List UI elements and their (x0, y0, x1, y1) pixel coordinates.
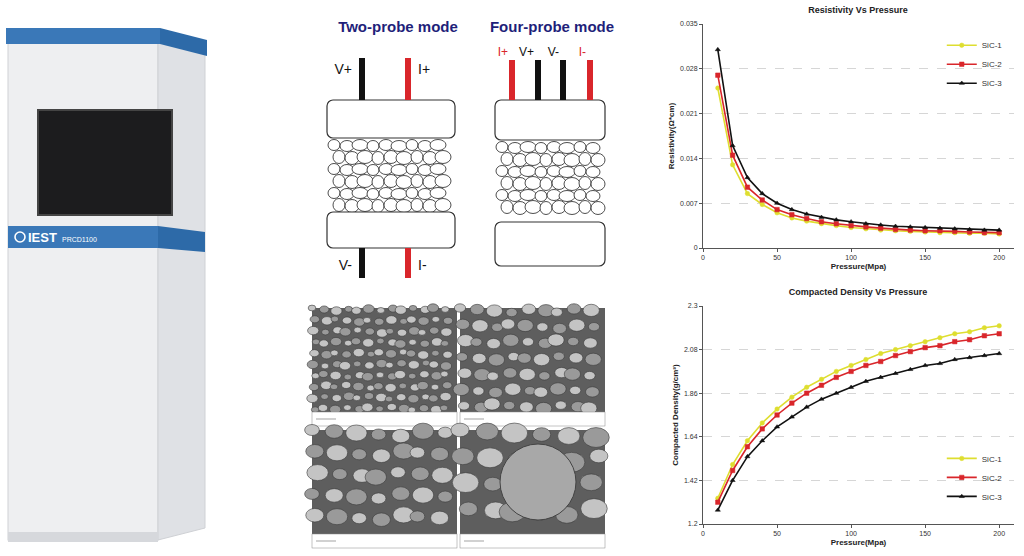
svg-text:50: 50 (773, 530, 781, 537)
svg-text:SiC-1: SiC-1 (982, 455, 1003, 464)
svg-text:1.2: 1.2 (688, 520, 698, 527)
svg-text:Resistivity Vs Pressure: Resistivity Vs Pressure (808, 5, 908, 15)
svg-text:0: 0 (701, 254, 705, 261)
svg-text:0.035: 0.035 (680, 20, 698, 27)
svg-text:1.86: 1.86 (684, 390, 698, 397)
svg-text:Pressure(Mpa): Pressure(Mpa) (831, 538, 887, 547)
svg-text:Four-probe mode: Four-probe mode (490, 18, 614, 35)
svg-text:200: 200 (993, 254, 1005, 261)
svg-text:IEST: IEST (28, 230, 57, 245)
svg-text:SiC-2: SiC-2 (982, 60, 1003, 69)
svg-text:0: 0 (694, 244, 698, 251)
svg-text:SiC-3: SiC-3 (982, 493, 1003, 502)
svg-text:Pressure(Mpa): Pressure(Mpa) (831, 262, 887, 271)
svg-text:I-: I- (418, 257, 427, 273)
svg-text:50: 50 (773, 254, 781, 261)
svg-text:0.028: 0.028 (680, 65, 698, 72)
svg-text:0.014: 0.014 (680, 155, 698, 162)
svg-text:Compacted Density Vs Pressure: Compacted Density Vs Pressure (789, 287, 928, 297)
svg-text:I+: I+ (498, 45, 508, 59)
svg-text:0: 0 (701, 530, 705, 537)
svg-text:V+: V+ (334, 61, 352, 77)
svg-text:150: 150 (919, 530, 931, 537)
svg-text:V+: V+ (519, 45, 534, 59)
svg-text:Resistivity(Ω*cm): Resistivity(Ω*cm) (667, 102, 676, 169)
svg-text:SiC-1: SiC-1 (982, 41, 1003, 50)
svg-text:100: 100 (845, 254, 857, 261)
svg-text:200: 200 (993, 530, 1005, 537)
svg-text:SiC-3: SiC-3 (982, 79, 1003, 88)
svg-text:PRCD1100: PRCD1100 (62, 236, 97, 243)
svg-text:I+: I+ (418, 61, 430, 77)
svg-text:V-: V- (548, 45, 559, 59)
svg-text:0.021: 0.021 (680, 110, 698, 117)
svg-text:1.42: 1.42 (684, 477, 698, 484)
svg-text:V-: V- (339, 257, 353, 273)
svg-text:SiC-2: SiC-2 (982, 474, 1003, 483)
svg-text:Compacted Density(g/cm³): Compacted Density(g/cm³) (671, 364, 680, 466)
svg-text:2.08: 2.08 (684, 346, 698, 353)
svg-text:150: 150 (919, 254, 931, 261)
svg-text:Two-probe mode: Two-probe mode (338, 18, 458, 35)
svg-text:0.007: 0.007 (680, 200, 698, 207)
svg-text:1.64: 1.64 (684, 433, 698, 440)
svg-text:I-: I- (579, 45, 586, 59)
svg-text:100: 100 (845, 530, 857, 537)
svg-text:2.3: 2.3 (688, 302, 698, 309)
